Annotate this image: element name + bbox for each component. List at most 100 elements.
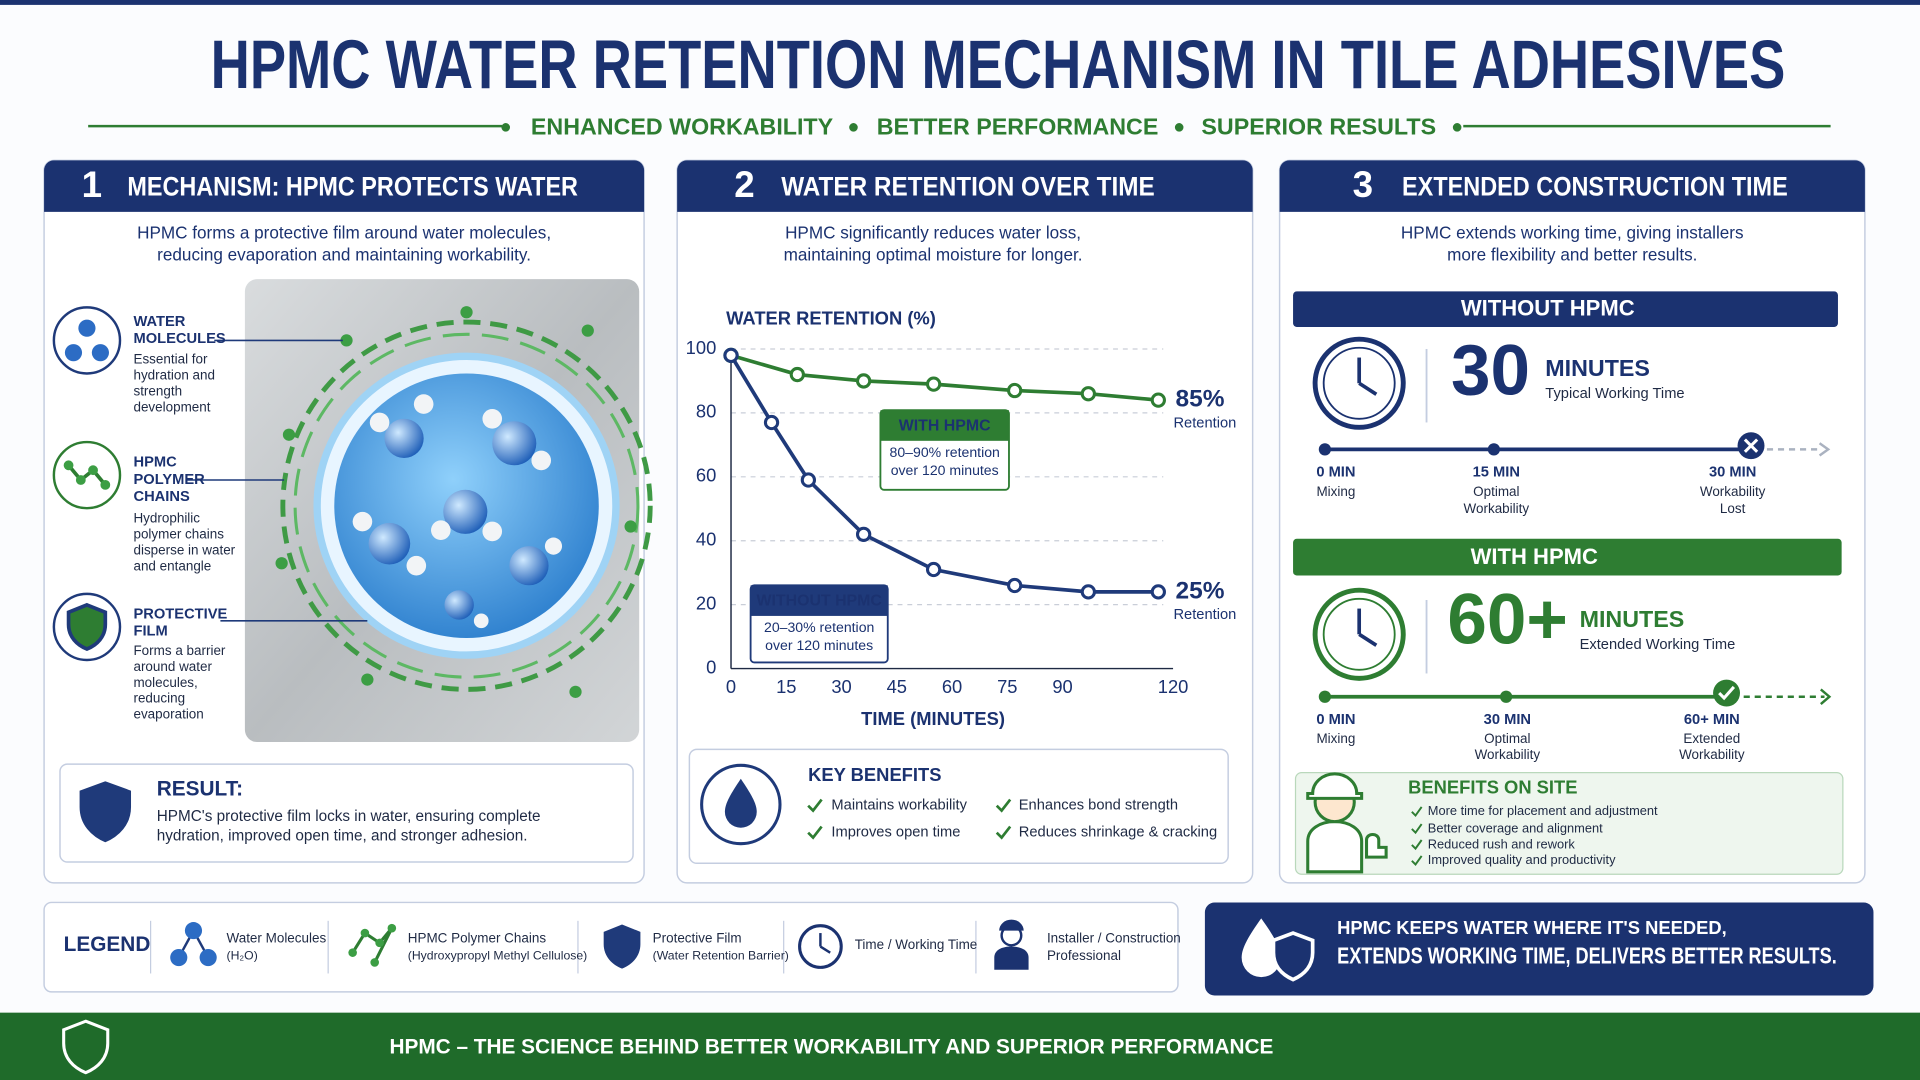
data-point (1007, 382, 1023, 399)
y-tick-label: 40 (696, 529, 716, 550)
legend-title: LEGEND (64, 933, 151, 956)
x-tick-label: 90 (1052, 676, 1072, 697)
caption: Extended Working Time (1580, 637, 1736, 653)
step-label: Mixing (1316, 484, 1355, 499)
result-text: hydration, improved open time, and stron… (157, 827, 528, 844)
end-caption: Retention (1173, 415, 1236, 431)
step-label: Lost (1720, 501, 1746, 516)
legend-icon (170, 919, 1029, 970)
icon (52, 306, 122, 662)
data-point (800, 472, 817, 488)
label-text: evaporation (133, 707, 203, 722)
legend-label: Protective Film (653, 931, 742, 946)
end-label: 25% (1176, 577, 1225, 604)
check-icon (1713, 679, 1740, 707)
tagline: SUPERIOR RESULTS (1201, 114, 1436, 140)
step-label: Workability (1475, 747, 1541, 762)
footer-text: HPMC – THE SCIENCE BEHIND BETTER WORKABI… (389, 1036, 1273, 1059)
legend-label: HPMC Polymer Chains (408, 931, 547, 946)
data-point (1080, 584, 1096, 600)
step-label: Workability (1679, 747, 1745, 762)
intro: HPMC significantly reduces water loss, (785, 222, 1081, 242)
legend-divider (150, 920, 977, 974)
y-tick-label: 20 (696, 592, 716, 613)
step-label: Optimal (1484, 731, 1530, 746)
label-title: MOLECULES (133, 331, 225, 347)
benefit: Maintains workability (831, 798, 967, 814)
benefit: Enhances bond strength (1019, 798, 1178, 814)
note-title: WITH HPMC (899, 417, 991, 434)
callout (1204, 902, 1874, 996)
label-text: and entangle (133, 559, 211, 574)
panel-title: EXTENDED CONSTRUCTION TIME (1402, 172, 1788, 202)
dot (849, 123, 858, 132)
intro: maintaining optimal moisture for longer. (784, 244, 1083, 264)
panel-number: 1 (82, 164, 102, 205)
label-text: reducing (133, 691, 185, 706)
data-point (925, 376, 942, 392)
data-point (723, 347, 739, 364)
dot (1174, 123, 1184, 132)
callout-icon (1241, 918, 1315, 982)
note-title: WITHOUT HPMC (756, 592, 882, 609)
note-text: over 120 minutes (891, 462, 999, 478)
unit: MINUTES (1545, 355, 1650, 381)
y-tick-label: 60 (696, 465, 716, 486)
timeline-dot (1318, 690, 1332, 703)
benefit: Reduces shrinkage & cracking (1019, 825, 1217, 841)
result-title: RESULT: (157, 777, 243, 800)
site-item: More time for placement and adjustment (1428, 803, 1658, 818)
data-point (763, 414, 780, 431)
benefits-title: KEY BENEFITS (808, 764, 941, 785)
legend-sub: (H₂O) (227, 949, 258, 963)
legend-label: Water Molecules (227, 931, 327, 946)
footer (0, 1012, 1920, 1080)
label-text: polymer chains (133, 527, 224, 542)
worker-icon (1306, 772, 1388, 874)
step-time: 30 MIN (1709, 465, 1756, 481)
label-text: around water (133, 659, 212, 674)
check (1411, 806, 1423, 867)
x-tick-label: 30 (831, 676, 851, 697)
benefits-box (688, 748, 1229, 864)
y-axis-label: WATER RETENTION (%) (726, 307, 936, 328)
x-tick-label: 75 (997, 676, 1017, 697)
intro: HPMC extends working time, giving instal… (1401, 222, 1744, 242)
icon (77, 778, 134, 846)
label-text: strength (133, 383, 182, 398)
end-caption: Retention (1173, 607, 1236, 623)
x-axis-label: TIME (MINUTES) (861, 708, 1005, 729)
label-text: molecules, (133, 675, 197, 690)
benefit: Improves open time (831, 825, 960, 841)
y-tick-label: 80 (696, 401, 716, 422)
timeline-dot (1500, 690, 1513, 703)
note-text: over 120 minutes (765, 637, 873, 653)
note-header (750, 585, 888, 616)
label-title: CHAINS (133, 489, 190, 505)
label-text: hydration and (133, 367, 215, 382)
big-number: 60+ (1447, 580, 1567, 659)
label-text: Hydrophilic (133, 511, 200, 526)
lost-icon (1737, 432, 1765, 460)
note-header (880, 410, 1009, 441)
caption: Typical Working Time (1545, 386, 1684, 402)
step-label: Workability (1700, 484, 1766, 499)
data-point (855, 373, 872, 389)
panel-number: 2 (734, 164, 754, 205)
tagline: BETTER PERFORMANCE (877, 114, 1159, 140)
panel-header (44, 160, 645, 212)
big-number: 30 (1451, 332, 1530, 411)
callout-line: HPMC KEEPS WATER WHERE IT'S NEEDED, (1337, 917, 1727, 938)
footer-icon (62, 1019, 110, 1075)
note-text: 80–90% retention (890, 444, 1000, 460)
dot (1452, 123, 1462, 132)
label-text: development (133, 399, 210, 414)
clock-icon (1312, 336, 1406, 430)
data-point (1150, 584, 1166, 600)
section-title: WITH HPMC (1471, 544, 1598, 569)
step-label: Mixing (1316, 731, 1355, 746)
section-bar (1293, 538, 1842, 576)
panel-header (1279, 160, 1865, 212)
label-title: FILM (133, 624, 167, 640)
